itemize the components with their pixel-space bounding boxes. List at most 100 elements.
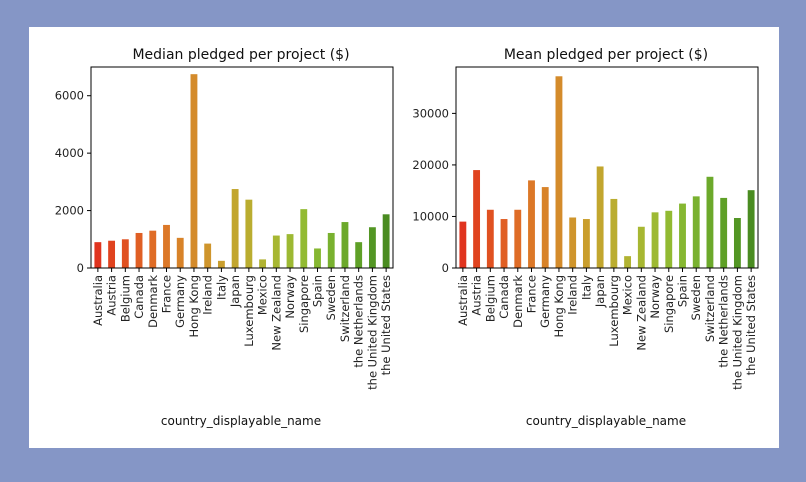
mean-xtick-label: Canada [497, 275, 511, 319]
mean-bar [486, 209, 494, 268]
median-bar [149, 230, 157, 268]
mean-bar [720, 197, 728, 268]
median-xtick-label: the United Kingdom [365, 275, 379, 390]
mean-xtick-label: Norway [648, 275, 662, 319]
mean-xtick-label: Singapore [662, 275, 676, 333]
median-bar [217, 260, 225, 268]
median-xtick-label: Japan [228, 275, 242, 308]
median-bar [176, 237, 184, 268]
charts-svg: Median pledged per project ($) country_d… [55, 47, 759, 428]
median-bar [259, 259, 267, 268]
mean-bar [459, 221, 467, 268]
mean-axes-frame [455, 66, 759, 269]
mean-bar [706, 176, 714, 268]
median-xtick-label: France [160, 275, 174, 313]
median-bar [300, 209, 308, 268]
median-xtick-label: Austria [105, 275, 119, 316]
median-axes-frame [90, 66, 394, 269]
median-chart-xlabel: country_displayable_name [161, 414, 321, 428]
median-xtick-label: Singapore [297, 275, 311, 333]
mean-xtick-label: Mexico [621, 275, 635, 315]
median-bar [314, 248, 321, 268]
median-bar [108, 240, 116, 268]
median-bar [231, 189, 239, 268]
mean-xtick-label: Germany [538, 275, 552, 328]
mean-bar [582, 219, 590, 268]
mean-xtick-label: Austria [470, 275, 484, 316]
mean-xtick-label: the Netherlands [717, 275, 731, 368]
median-xtick-label: Italy [214, 275, 228, 300]
median-chart-panel: Median pledged per project ($) country_d… [55, 47, 394, 428]
median-bar [135, 232, 143, 268]
mean-bar [665, 210, 673, 268]
mean-ytick-label: 30000 [412, 106, 449, 120]
mean-bar [514, 209, 522, 268]
median-xtick-label: Canada [132, 275, 146, 319]
mean-bar [569, 217, 577, 268]
median-bar [190, 74, 198, 269]
median-bar [94, 242, 102, 268]
median-xtick-label: Australia [91, 275, 105, 326]
median-xtick-label: Sweden [324, 275, 338, 320]
mean-bar [500, 219, 508, 268]
median-bar [163, 224, 170, 268]
mean-xtick-label: the United Kingdom [730, 275, 744, 390]
median-xtick-label: Luxembourg [242, 275, 256, 347]
mean-bar [596, 166, 604, 268]
median-ytick-label: 4000 [55, 146, 84, 160]
mean-ytick-label: 10000 [412, 209, 449, 223]
median-bar [355, 242, 363, 268]
mean-bar [610, 198, 618, 268]
mean-xtick-label: New Zealand [634, 275, 648, 351]
median-xtick-label: Mexico [256, 275, 270, 315]
mean-xtick-label: the United States [744, 275, 758, 375]
mean-bar [679, 203, 686, 268]
mean-xtick-label: Luxembourg [607, 275, 621, 347]
mean-bar [651, 212, 659, 268]
median-xtick-label: Belgium [118, 275, 132, 322]
mean-xtick-label: Denmark [511, 275, 525, 328]
mean-xtick-label: Belgium [483, 275, 497, 322]
mean-xtick-label: Ireland [566, 275, 580, 315]
mean-xtick-label: Japan [593, 275, 607, 308]
mean-xtick-label: Sweden [689, 275, 703, 320]
mean-bar [473, 170, 481, 268]
mean-chart-panel: Mean pledged per project ($) country_dis… [412, 47, 759, 428]
mean-bar [747, 190, 755, 268]
median-xtick-label: Hong Kong [187, 275, 201, 338]
chart-figure: Median pledged per project ($) country_d… [29, 27, 779, 448]
median-xtick-label: the United States [379, 275, 393, 375]
median-bar [341, 222, 349, 268]
mean-xtick-label: Hong Kong [552, 275, 566, 338]
mean-bar [692, 196, 700, 268]
mean-ytick-label: 0 [442, 261, 449, 275]
median-ytick-label: 2000 [55, 204, 84, 218]
median-bar [245, 199, 253, 268]
median-ytick-label: 6000 [55, 89, 84, 103]
median-xtick-label: Ireland [201, 275, 215, 315]
median-bar [204, 243, 212, 268]
mean-chart-title: Mean pledged per project ($) [504, 47, 708, 63]
mean-bar [637, 226, 645, 268]
median-xtick-label: the Netherlands [352, 275, 366, 368]
median-bar [382, 214, 390, 268]
mean-xtick-label: Italy [579, 275, 593, 300]
median-xtick-label: New Zealand [269, 275, 283, 351]
median-bar [368, 227, 376, 268]
median-bar [121, 239, 129, 268]
mean-bar [733, 218, 741, 268]
mean-bar [541, 187, 549, 268]
mean-xtick-label: France [525, 275, 539, 313]
median-xtick-label: Spain [311, 275, 325, 307]
median-chart-title: Median pledged per project ($) [132, 47, 349, 63]
mean-ytick-label: 20000 [412, 158, 449, 172]
median-bar [272, 235, 280, 268]
median-bar [286, 234, 294, 268]
median-xtick-label: Norway [283, 275, 297, 319]
median-xtick-label: Switzerland [338, 275, 352, 342]
mean-xtick-label: Switzerland [703, 275, 717, 342]
median-bar [327, 232, 335, 268]
median-xtick-label: Denmark [146, 275, 160, 328]
mean-bar [555, 76, 563, 268]
median-ytick-label: 0 [77, 261, 84, 275]
